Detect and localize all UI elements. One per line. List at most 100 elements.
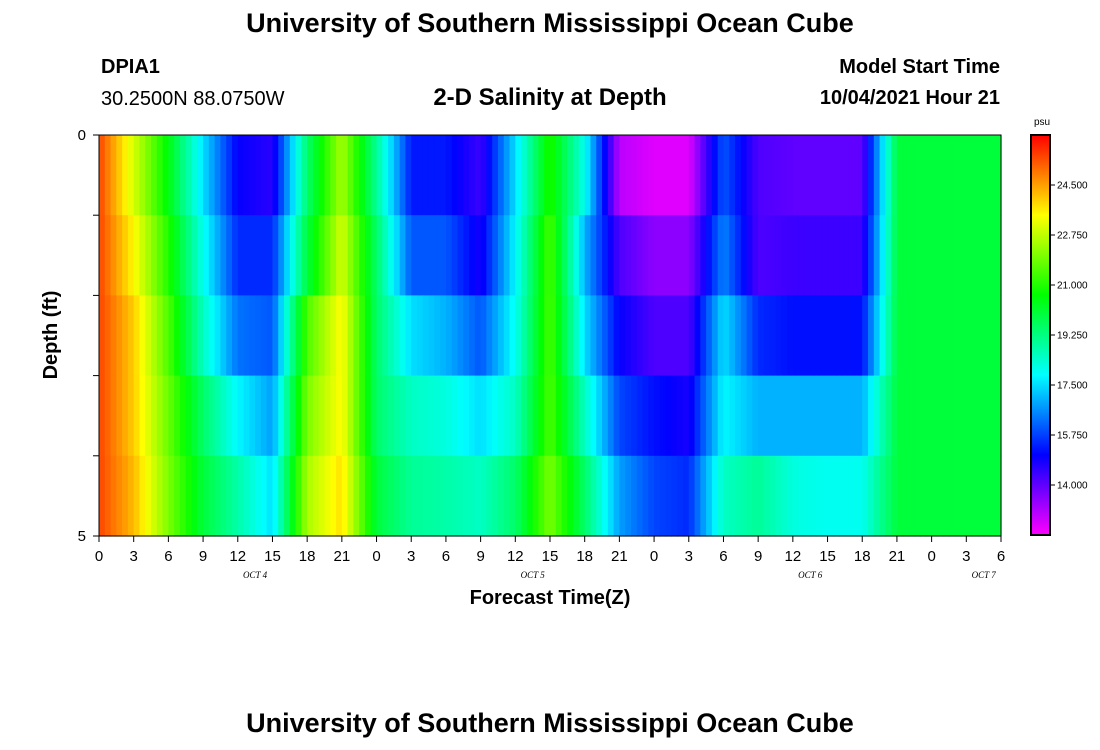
heatmap-cell [139,375,146,457]
heatmap-cell [642,215,649,296]
heatmap-cell [208,135,216,216]
heatmap-cells [99,135,1002,537]
heatmap-cell [497,375,505,457]
heatmap-cell [879,135,886,216]
heatmap-cell [561,375,568,457]
heatmap-cell [723,455,730,537]
heatmap-cell [347,295,355,377]
colorbar-tick-label: 14.000 [1057,481,1088,492]
heatmap-cell [914,295,921,377]
heatmap-cell [289,455,297,537]
heatmap-cell [370,295,378,377]
heatmap-cell [174,375,181,457]
heatmap-cell [214,215,222,296]
heatmap-cell [469,215,476,296]
heatmap-cell [330,135,337,216]
heatmap-cell [665,295,673,377]
heatmap-cell [688,135,696,216]
heatmap-cell [417,455,424,537]
heatmap-cell [231,455,239,537]
heatmap-cell [868,455,875,537]
heatmap-cell [810,215,817,296]
heatmap-cell [648,295,655,377]
heatmap-cell [451,455,459,537]
heatmap-cell [954,215,962,296]
heatmap-cell [706,295,713,377]
heatmap-cell [688,455,696,537]
heatmap-cell [364,215,372,296]
heatmap-cell [445,215,453,296]
heatmap-cell [336,295,343,377]
heatmap-cell [503,215,511,296]
heatmap-cell [665,135,673,216]
heatmap-cell [717,455,725,537]
heatmap-cell [156,295,164,377]
heatmap-cell [862,295,869,377]
heatmap-cell [694,215,701,296]
heatmap-cell [353,215,360,296]
heatmap-cell [746,135,753,216]
heatmap-cell [243,295,250,377]
heatmap-cell [359,295,366,377]
heatmap-cell [156,375,164,457]
heatmap-cell [550,135,557,216]
heatmap-cell [862,455,869,537]
heatmap-cell [711,215,719,296]
heatmap-cell [891,135,898,216]
heatmap-cell [434,295,441,377]
heatmap-cell [792,135,800,216]
heatmap-cell [792,375,800,457]
heatmap-cell [891,295,898,377]
heatmap-cell [983,455,991,537]
heatmap-cell [526,375,534,457]
heatmap-cell [740,375,748,457]
model-start-value: 10/04/2021 Hour 21 [819,87,1000,109]
heatmap-cell [515,295,522,377]
x-tick-label: 15 [264,548,281,565]
heatmap-cell [526,455,534,537]
heatmap-cell [289,295,297,377]
heatmap-cell [243,375,250,457]
heatmap-cell [607,455,615,537]
heatmap-cell [746,455,753,537]
heatmap-cell [474,135,482,216]
heatmap-cell [925,375,933,457]
heatmap-cell [954,375,962,457]
heatmap-cell [862,135,869,216]
heatmap-cell [995,215,1002,296]
heatmap-cell [220,295,227,377]
heatmap-cell [260,375,268,457]
heatmap-cell [573,135,580,216]
heatmap-cell [341,375,349,457]
heatmap-cell [405,375,412,457]
heatmap-cell [272,215,279,296]
heatmap-cell [133,215,141,296]
heatmap-cell [983,215,991,296]
heatmap-cell [700,135,707,216]
heatmap-cell [99,215,106,296]
heatmap-cell [694,375,701,457]
heatmap-cell [532,215,540,296]
heatmap-cell [428,375,435,457]
heatmap-cell [729,215,736,296]
heatmap-cell [110,135,117,216]
heatmap-cell [642,135,649,216]
heatmap-cell [654,375,661,457]
heatmap-cell [185,295,193,377]
heatmap-cell [792,215,800,296]
heatmap-cell [139,215,146,296]
heatmap-cell [168,375,175,457]
heatmap-cell [399,295,407,377]
heatmap-cell [272,455,279,537]
heatmap-cell [197,135,204,216]
heatmap-cell [347,455,355,537]
heatmap-cell [642,455,649,537]
heatmap-cell [902,215,910,296]
heatmap-cell [735,135,742,216]
heatmap-cell [336,375,343,457]
heatmap-cell [139,295,146,377]
heatmap-cell [249,375,256,457]
heatmap-cell [509,455,516,537]
x-tick-label: 0 [95,548,103,565]
colorbar-tick-label: 22.750 [1057,231,1088,242]
